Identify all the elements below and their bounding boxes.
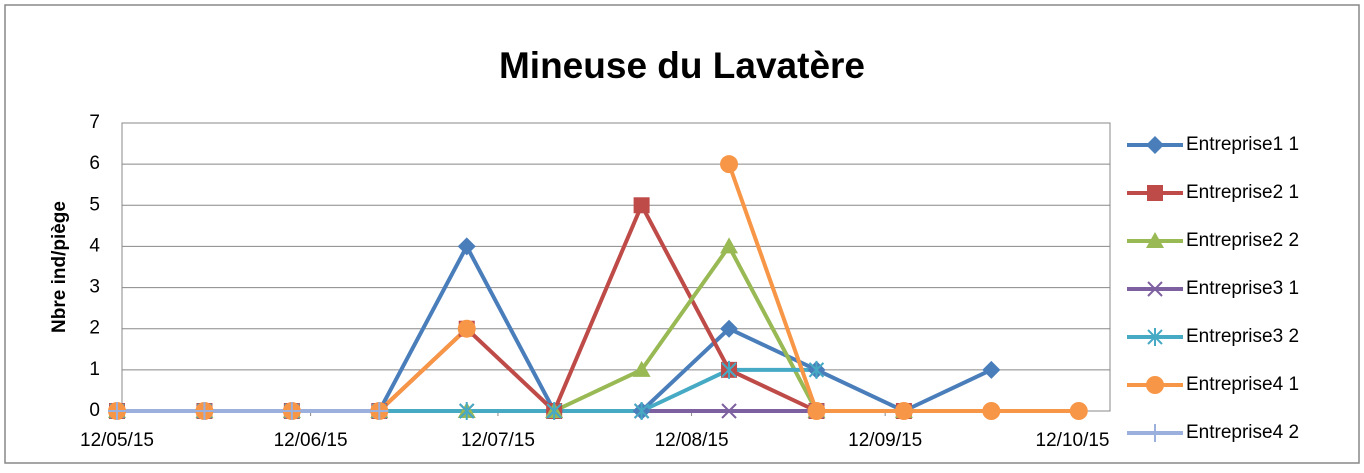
y-tick-label: 0	[89, 400, 100, 421]
marker	[720, 319, 739, 338]
marker	[721, 360, 737, 379]
x-tick-label: 12/08/15	[655, 430, 729, 451]
y-tick-label: 4	[89, 235, 100, 256]
legend-label: Entreprise2 1	[1186, 182, 1299, 203]
x-tick-label: 12/09/15	[848, 430, 922, 451]
marker	[632, 360, 651, 377]
x-tick-label: 12/10/15	[1036, 430, 1110, 451]
marker	[1146, 136, 1164, 154]
marker	[982, 402, 1001, 420]
marker	[282, 402, 301, 420]
marker	[1147, 328, 1163, 346]
marker	[1147, 185, 1163, 201]
y-tick-label: 3	[89, 277, 100, 298]
marker	[894, 402, 913, 420]
y-tick-label: 1	[89, 359, 100, 380]
legend-label: Entreprise4 1	[1186, 374, 1299, 395]
marker	[720, 155, 739, 174]
marker	[195, 402, 214, 420]
x-tick-label: 12/05/15	[80, 430, 154, 451]
x-tick-label: 12/06/15	[274, 430, 348, 451]
marker	[808, 360, 825, 379]
y-tick-label: 6	[89, 153, 100, 174]
marker	[1146, 376, 1164, 394]
y-tick-label: 2	[89, 318, 100, 339]
marker	[457, 237, 476, 256]
marker	[546, 402, 562, 420]
marker	[807, 402, 826, 420]
marker	[720, 237, 739, 254]
legend-label: Entreprise1 1	[1186, 134, 1299, 155]
marker	[1147, 281, 1163, 297]
chart-title: Mineuse du Lavatère	[499, 45, 865, 86]
legend-label: Entreprise2 2	[1186, 230, 1299, 251]
y-tick-label: 5	[89, 194, 100, 215]
marker	[459, 402, 475, 420]
marker	[370, 402, 389, 420]
y-axis-label: Nbre ind/piège	[49, 201, 70, 333]
marker	[633, 197, 650, 214]
legend-label: Entreprise3 2	[1186, 326, 1299, 347]
marker	[108, 402, 126, 420]
marker	[1146, 232, 1164, 248]
marker	[982, 360, 1001, 379]
x-tick-label: 12/07/15	[461, 430, 535, 451]
marker	[1069, 402, 1088, 420]
y-tick-label: 7	[89, 112, 100, 133]
legend-label: Entreprise4 2	[1186, 422, 1299, 443]
marker	[633, 402, 650, 420]
legend-label: Entreprise3 1	[1186, 278, 1299, 299]
marker	[721, 403, 737, 419]
marker	[1146, 424, 1164, 442]
marker	[457, 319, 476, 338]
